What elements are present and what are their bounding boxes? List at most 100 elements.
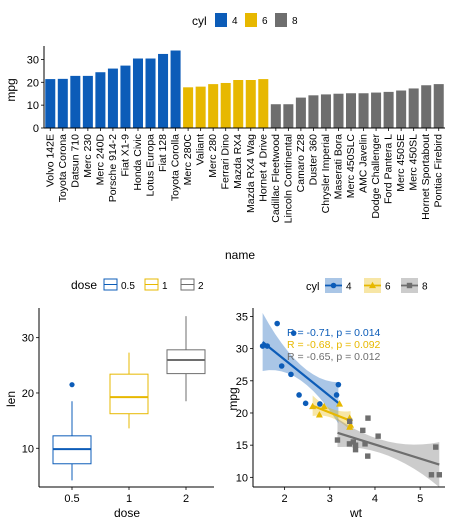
x-tick-label: 2 (183, 493, 189, 505)
x-tick-label: Maserati Bora (332, 134, 344, 200)
y-tick-label: 30 (22, 333, 34, 345)
x-tick-label: Fiat 128 (157, 134, 169, 172)
bar-legend: cyl 4 6 8 (192, 13, 298, 28)
scatter-point (436, 472, 443, 478)
x-tick-label: Ford Pantera L (383, 134, 395, 204)
bar (320, 94, 331, 128)
scatter-point (320, 402, 328, 410)
scatter-point (350, 439, 356, 445)
scatter-legend: cyl 4 6 8 (306, 278, 428, 293)
x-tick-label: Volvo 142E (44, 134, 56, 187)
x-tick-label: Merc 230 (82, 134, 94, 178)
bar (308, 95, 319, 128)
x-tick-label: Lotus Europa (145, 134, 157, 197)
correlation-annotation-8: R = -0.65, p = 0.012 (287, 351, 381, 363)
scatter-point (428, 472, 435, 478)
scatter-point (360, 427, 366, 434)
y-tick-label: 20 (27, 77, 39, 89)
box-xlabel: dose (114, 506, 140, 520)
x-tick-label: Duster 360 (307, 134, 319, 186)
scatter-ylabel: mpg (226, 387, 240, 410)
legend-label-6: 6 (385, 282, 391, 293)
x-tick-label: Mazda RX4 Wag (245, 134, 257, 213)
bar (183, 87, 194, 128)
y-tick-label: 10 (27, 100, 39, 112)
legend-label-8: 8 (422, 282, 428, 293)
y-tick-label: 15 (236, 440, 248, 452)
x-tick-label: 2 (282, 493, 288, 505)
scatter-point (333, 392, 340, 398)
y-tick-label: 20 (22, 388, 34, 400)
scatter-point (433, 444, 439, 450)
bar (295, 97, 306, 128)
x-tick-label: Merc 450SE (395, 134, 407, 192)
scatter-point (259, 343, 266, 349)
legend-swatch-6 (245, 13, 257, 27)
bar (195, 86, 206, 128)
x-tick-label: Hornet Sportabout (420, 134, 432, 220)
bar (371, 92, 382, 128)
scatter-point (346, 423, 354, 430)
legend-swatch-8 (275, 13, 287, 27)
bar (408, 88, 419, 128)
x-tick-label: Cadillac Fleetwood (270, 134, 282, 223)
scatter-point (274, 320, 280, 327)
y-tick-label: 30 (236, 344, 248, 356)
scatter-point (302, 400, 309, 407)
legend-label-6: 6 (262, 16, 268, 27)
bar (120, 65, 131, 128)
bar-chart: cyl 4 6 8 Volvo 142E Toyota Corona Datsun … (4, 13, 445, 262)
x-tick-label: Camaro Z28 (295, 134, 307, 193)
x-tick-label: 3 (327, 493, 333, 505)
bar (396, 90, 407, 128)
x-tick-label: Porsche 914-2 (107, 134, 119, 202)
scatter-point (365, 453, 371, 459)
bar-ylabel: mpg (4, 78, 18, 101)
bar (283, 104, 294, 128)
x-tick-label: 5 (417, 493, 423, 505)
box-outlier (69, 382, 75, 388)
scatter-point (288, 371, 294, 378)
bar-legend-title: cyl (192, 14, 207, 28)
bar (107, 68, 118, 128)
legend-marker-triangle (369, 281, 376, 289)
x-tick-label: Toyota Corona (57, 134, 69, 202)
scatter-point (336, 400, 344, 407)
x-tick-label: 1 (126, 493, 132, 505)
x-tick-label: Toyota Corolla (170, 134, 182, 201)
bar (158, 53, 169, 128)
correlation-annotation-4: R = -0.71, p = 0.014 (287, 327, 381, 339)
y-tick-label: 10 (236, 472, 248, 484)
regression-line-4 (261, 341, 340, 404)
bar (82, 75, 93, 128)
bar (220, 82, 231, 128)
box-body (166, 349, 206, 375)
x-tick-label: Fiat X1-9 (119, 134, 131, 177)
x-tick-label: Hornet 4 Drive (257, 134, 269, 202)
x-tick-label: Datsun 710 (69, 134, 81, 188)
x-tick-label: 4 (372, 493, 378, 505)
bar (70, 75, 81, 128)
scatter-point (315, 411, 323, 418)
x-tick-label: Mazda RX4 (232, 134, 244, 189)
scatter-point (365, 415, 371, 421)
scatter-point (375, 433, 381, 439)
regression-line-6 (312, 404, 351, 422)
regression-line-8 (337, 431, 440, 466)
y-tick-label: 0 (33, 123, 39, 135)
bar (145, 58, 156, 129)
x-tick-label: 0.5 (64, 493, 79, 505)
bar (233, 80, 244, 128)
scatter-point (317, 401, 323, 407)
bar (346, 93, 357, 128)
bar (258, 79, 269, 128)
scatter-point (334, 437, 341, 443)
legend-swatch-4 (215, 13, 227, 27)
x-tick-label: Valiant (195, 134, 207, 165)
scatter-point (296, 392, 302, 398)
legend-label-2: 2 (198, 281, 204, 292)
bar (132, 58, 143, 129)
legend-label-8: 8 (292, 16, 298, 27)
bar (45, 79, 56, 128)
box-legend: dose 0.5 1 2 (71, 278, 204, 292)
